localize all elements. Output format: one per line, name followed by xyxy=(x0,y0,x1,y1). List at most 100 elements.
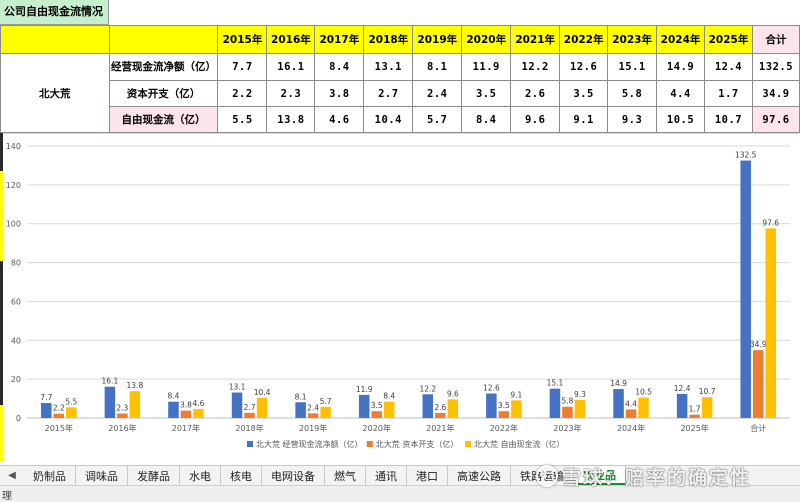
value-cell[interactable]: 4.4 xyxy=(656,80,706,107)
value-cell[interactable]: 10.4 xyxy=(363,106,414,133)
value-cell[interactable]: 12.4 xyxy=(704,53,753,81)
value-cell[interactable]: 1.7 xyxy=(704,80,753,107)
data-label: 15.1 xyxy=(547,379,564,388)
legend-label: 北大荒 自由现金流（亿） xyxy=(474,439,565,449)
year-header-cell[interactable]: 2025年 xyxy=(704,25,753,54)
year-header-cell[interactable]: 2015年 xyxy=(217,25,268,54)
value-cell[interactable]: 3.8 xyxy=(314,80,365,107)
x-tick-label: 2018年 xyxy=(235,423,263,433)
sheet-tab[interactable]: 调味品 xyxy=(76,466,128,485)
bar xyxy=(676,393,688,418)
y-tick-label: 40 xyxy=(11,336,21,345)
sheet-tab[interactable]: 水电 xyxy=(180,466,221,485)
value-cell[interactable]: 2.6 xyxy=(510,80,561,107)
year-header-cell[interactable]: 2020年 xyxy=(461,25,512,54)
value-cell[interactable]: 10.5 xyxy=(656,106,706,133)
year-header-cell[interactable]: 2021年 xyxy=(510,25,561,54)
sheet-tab[interactable]: 高速公路 xyxy=(448,466,511,485)
value-cell[interactable]: 11.9 xyxy=(461,53,512,81)
sheet-title-cell[interactable]: 公司自由现金流情况 xyxy=(0,0,109,25)
x-tick-label: 2020年 xyxy=(363,423,391,433)
sheet-tab[interactable]: 电网设备 xyxy=(262,466,325,485)
bar xyxy=(549,388,561,418)
value-cell[interactable]: 3.5 xyxy=(461,80,512,107)
sheet-tab[interactable]: 铁路运输 xyxy=(511,466,574,485)
value-cell[interactable]: 5.7 xyxy=(412,106,463,133)
value-cell[interactable]: 10.7 xyxy=(704,106,753,133)
total-value-cell[interactable]: 34.9 xyxy=(751,80,800,107)
year-header-cell[interactable]: 2022年 xyxy=(559,25,609,54)
row-label-cell[interactable]: 自由现金流（亿） xyxy=(108,106,219,133)
value-cell[interactable]: 15.1 xyxy=(607,53,658,81)
tab-scroll-arrows[interactable]: ◀ xyxy=(0,466,24,485)
value-cell[interactable]: 9.3 xyxy=(607,106,658,133)
bar xyxy=(53,413,65,418)
value-cell[interactable]: 8.4 xyxy=(461,106,512,133)
year-header-cell[interactable]: 2024年 xyxy=(656,25,706,54)
value-cell[interactable]: 2.4 xyxy=(412,80,463,107)
bar xyxy=(129,391,141,418)
bar xyxy=(625,409,637,418)
value-cell[interactable]: 9.6 xyxy=(510,106,561,133)
sheet-tab[interactable]: 农业品 xyxy=(574,466,626,485)
header-blank-cell[interactable] xyxy=(108,25,219,54)
year-header-cell[interactable]: 2019年 xyxy=(412,25,463,54)
table-row: 资本开支（亿） 2.2 2.3 3.8 2.7 2.4 3.5 2.6 3.5 … xyxy=(1,80,800,107)
value-cell[interactable]: 2.2 xyxy=(217,80,268,107)
value-cell[interactable]: 9.1 xyxy=(559,106,609,133)
bar xyxy=(371,411,382,418)
value-cell[interactable]: 13.8 xyxy=(266,106,316,133)
value-cell[interactable]: 16.1 xyxy=(266,53,316,81)
value-cell[interactable]: 7.7 xyxy=(217,53,268,81)
y-tick-label: 0 xyxy=(16,414,21,423)
value-cell[interactable]: 3.5 xyxy=(559,80,609,107)
value-cell[interactable]: 8.1 xyxy=(412,53,463,81)
sheet-tab[interactable]: 发酵品 xyxy=(128,466,180,485)
sheet-tab[interactable]: 燃气 xyxy=(325,466,366,485)
bar xyxy=(562,406,573,418)
value-cell[interactable]: 2.3 xyxy=(266,80,316,107)
embedded-chart[interactable]: 0 20 40 60 80 100 120 140 7.7 2.2 5.5 2015年 16.1 2.3 1… xyxy=(0,133,800,461)
data-label: 1.7 xyxy=(689,405,701,414)
sheet-tab[interactable]: 通讯 xyxy=(366,466,407,485)
tab-scroll-left-icon[interactable]: ◀ xyxy=(8,470,16,481)
year-header-cell[interactable]: 2016年 xyxy=(266,25,316,54)
year-header-cell[interactable]: 2017年 xyxy=(314,25,365,54)
table-row: 北大荒 经营现金流净额（亿） 7.7 16.1 8.4 13.1 8.1 11.… xyxy=(0,53,800,133)
bar xyxy=(358,394,370,418)
data-label: 12.2 xyxy=(419,384,436,393)
data-label: 10.4 xyxy=(254,388,271,397)
sheet-tab[interactable]: 港口 xyxy=(407,466,448,485)
status-text: 理 xyxy=(2,491,12,502)
y-tick-label: 100 xyxy=(6,220,21,229)
row-label-cell[interactable]: 资本开支（亿） xyxy=(108,80,219,107)
value-cell[interactable]: 5.8 xyxy=(607,80,658,107)
value-cell[interactable]: 8.4 xyxy=(314,53,365,81)
data-label: 12.4 xyxy=(674,384,691,393)
sheet-tab[interactable]: 核电 xyxy=(221,466,262,485)
data-label: 4.6 xyxy=(192,399,204,408)
value-cell[interactable]: 14.9 xyxy=(656,53,706,81)
spreadsheet-grid: 公司自由现金流情况 2015年 2016年 2017年 2018年 2019年 … xyxy=(0,0,800,133)
bar xyxy=(307,413,319,418)
value-cell[interactable]: 4.6 xyxy=(314,106,365,133)
value-cell[interactable]: 5.5 xyxy=(217,106,268,133)
sheet-tab[interactable]: 奶制品 xyxy=(24,466,76,485)
bar xyxy=(244,412,255,418)
row-label-cell[interactable]: 经营现金流净额（亿） xyxy=(108,53,219,81)
year-header-cell[interactable]: 2018年 xyxy=(363,25,414,54)
value-cell[interactable]: 13.1 xyxy=(363,53,414,81)
total-value-cell[interactable]: 132.5 xyxy=(751,53,800,81)
value-cell[interactable]: 12.6 xyxy=(559,53,609,81)
x-tick-label: 2016年 xyxy=(108,423,136,433)
company-name-cell[interactable]: 北大荒 xyxy=(0,53,110,133)
year-header-cell[interactable]: 2023年 xyxy=(607,25,658,54)
total-value-cell[interactable]: 97.6 xyxy=(751,106,800,133)
value-cell[interactable]: 2.7 xyxy=(363,80,414,107)
bar xyxy=(498,411,510,418)
bar xyxy=(574,399,586,418)
value-cell[interactable]: 12.2 xyxy=(510,53,561,81)
header-blank-cell[interactable] xyxy=(0,25,110,54)
total-header-cell[interactable]: 合计 xyxy=(751,25,800,54)
x-tick-label: 2021年 xyxy=(426,423,454,433)
